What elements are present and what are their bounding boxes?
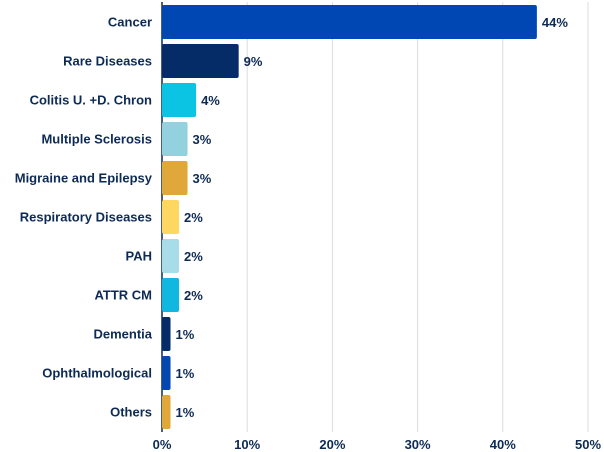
x-tick-label: 0% [153,437,172,452]
bar [162,200,180,234]
x-tick-label: 10% [234,437,260,452]
bar [162,44,239,78]
value-label: 2% [184,249,203,264]
bar [162,317,171,351]
value-label: 9% [244,54,263,69]
bar [162,239,180,273]
category-label: ATTR CM [94,288,152,303]
bar [162,5,537,39]
bar [162,122,188,156]
x-tick-label: 30% [405,437,431,452]
category-label: Respiratory Diseases [20,210,152,225]
value-label: 3% [193,171,212,186]
category-label: Ophthalmological [42,366,152,381]
category-label: Others [110,405,152,420]
bar [162,161,188,195]
value-label: 1% [176,405,195,420]
category-label: PAH [126,249,152,264]
value-label: 3% [193,132,212,147]
value-label: 4% [201,93,220,108]
category-labels: Cancer Rare Diseases Colitis U. +D. Chron M… [15,15,153,420]
category-label: Cancer [108,15,152,30]
category-label: Multiple Sclerosis [41,132,152,147]
bar [162,278,180,312]
bar [162,83,197,117]
value-label: 1% [176,327,195,342]
value-label: 44% [542,15,568,30]
bars [162,5,537,429]
x-tick-label: 40% [490,437,516,452]
x-axis-tick-labels: 0% 10% 20% 30% 40% 50% [153,437,602,452]
x-tick-label: 50% [575,437,601,452]
category-label: Colitis U. +D. Chron [30,93,152,108]
value-label: 2% [184,210,203,225]
category-label: Rare Diseases [63,54,152,69]
value-labels: 44% 9% 4% 3% 3% 2% 2% 2% 1% 1% 1% [176,15,569,420]
value-label: 2% [184,288,203,303]
bar [162,395,171,429]
category-label: Migraine and Epilepsy [15,171,153,186]
x-tick-label: 20% [319,437,345,452]
bar [162,356,171,390]
value-label: 1% [176,366,195,381]
category-label: Dementia [93,327,152,342]
